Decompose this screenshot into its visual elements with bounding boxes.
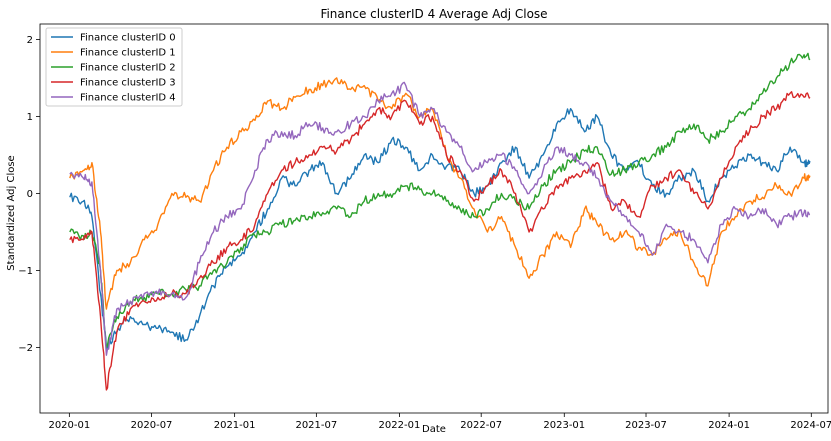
y-axis: −2 −1 0 1 2 <box>18 35 40 354</box>
legend-label-0: Finance clusterID 0 <box>80 33 176 44</box>
x-tick-label-0: 2020-01 <box>48 420 90 431</box>
x-axis-label: Date <box>422 424 446 435</box>
x-tick-label-6: 2023-01 <box>543 420 585 431</box>
x-tick-label-4: 2022-01 <box>379 420 421 431</box>
series-line-3 <box>69 91 811 391</box>
x-tick-label-5: 2022-07 <box>460 420 502 431</box>
y-tick-label-0: −2 <box>18 343 33 354</box>
x-tick-label-8: 2024-01 <box>708 420 750 431</box>
y-tick-label-3: 1 <box>27 112 33 123</box>
x-tick-label-9: 2024-07 <box>790 420 831 431</box>
legend: Finance clusterID 0 Finance clusterID 1 Fi… <box>45 27 183 107</box>
x-axis: 2020-01 2020-07 2021-01 2021-07 2022-01 2022-… <box>48 413 831 431</box>
legend-label-4: Finance clusterID 4 <box>80 93 176 104</box>
y-tick-label-1: −1 <box>18 266 33 277</box>
legend-box <box>45 27 183 107</box>
y-axis-label: Standardized Adj Close <box>6 155 17 270</box>
x-tick-label-3: 2021-07 <box>295 420 337 431</box>
x-tick-label-2: 2021-01 <box>214 420 256 431</box>
series-line-2 <box>69 52 811 349</box>
series-layer <box>69 52 811 391</box>
chart-title: Finance clusterID 4 Average Adj Close <box>320 7 547 21</box>
y-tick-label-2: 0 <box>27 189 33 200</box>
legend-label-3: Finance clusterID 3 <box>80 78 176 89</box>
legend-label-1: Finance clusterID 1 <box>80 48 176 59</box>
x-tick-label-7: 2023-07 <box>625 420 667 431</box>
legend-label-2: Finance clusterID 2 <box>80 63 176 74</box>
x-tick-label-1: 2020-07 <box>131 420 173 431</box>
y-tick-label-4: 2 <box>27 35 33 46</box>
series-line-4 <box>69 81 811 356</box>
series-line-0 <box>69 108 811 351</box>
